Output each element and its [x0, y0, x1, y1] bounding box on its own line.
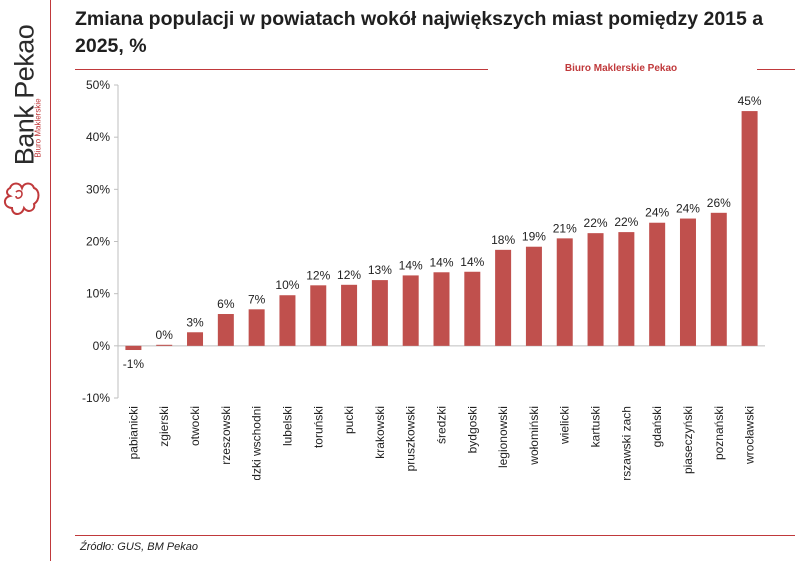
data-label: 14%	[429, 255, 453, 269]
bar	[402, 275, 419, 346]
data-label: 24%	[676, 202, 700, 216]
chart-title: Zmiana populacji w powiatach wokół najwi…	[75, 8, 764, 57]
x-tick-label: krakowski	[373, 406, 387, 459]
y-tick-label: -10%	[82, 391, 110, 405]
data-label: 45%	[738, 94, 762, 108]
data-label: 22%	[614, 215, 638, 229]
brand-block: Bank Pekao Biuro Maklerskie	[0, 0, 50, 200]
x-tick-label: zgierski	[157, 406, 171, 447]
data-label: 14%	[399, 258, 423, 272]
bar	[125, 345, 142, 351]
bar	[587, 233, 604, 346]
data-label: 22%	[584, 216, 608, 230]
bar	[710, 212, 727, 346]
data-label: 7%	[248, 292, 266, 306]
data-label: 12%	[306, 268, 330, 282]
bar	[341, 284, 358, 346]
x-tick-label: lubelski	[280, 406, 294, 446]
bar	[495, 249, 512, 346]
x-tick-label: wielicki	[558, 406, 572, 445]
y-tick-label: 10%	[86, 287, 110, 301]
y-tick-label: 30%	[86, 182, 110, 196]
data-label: 10%	[275, 278, 299, 292]
bar	[741, 111, 758, 346]
bar	[279, 295, 296, 346]
x-tick-label: pucki	[342, 406, 356, 434]
data-label: 3%	[186, 315, 204, 329]
source-note: Źródło: GUS, BM Pekao	[80, 541, 198, 553]
y-tick-label: 40%	[86, 130, 110, 144]
data-label: 26%	[707, 196, 731, 210]
x-tick-label: średzki	[435, 406, 449, 444]
y-tick-label: 20%	[86, 235, 110, 249]
x-tick-label: pruszkowski	[404, 406, 418, 471]
x-tick-label: legionowski	[496, 406, 510, 468]
data-label: 18%	[491, 233, 515, 247]
y-tick-label: 0%	[93, 339, 111, 353]
bar	[464, 271, 481, 346]
x-tick-label: warszawski zach	[619, 406, 633, 480]
bar	[556, 238, 573, 346]
x-tick-label: piaseczyński	[681, 406, 695, 474]
bar	[433, 272, 450, 346]
x-tick-label: bydgoski	[465, 406, 479, 453]
x-tick-label: kartuski	[589, 406, 603, 447]
x-tick-label: rzeszowski	[219, 406, 233, 465]
bar	[248, 309, 265, 346]
company-label: Biuro Maklerskie Pekao	[564, 63, 678, 74]
footer-rule	[75, 535, 795, 536]
header-rule-left	[75, 69, 488, 70]
bar	[156, 344, 173, 346]
x-tick-label: otwocki	[188, 406, 202, 446]
x-tick-label: łódzki wschodni	[250, 406, 264, 480]
bar	[649, 222, 666, 346]
x-tick-label: toruński	[311, 406, 325, 448]
bar	[525, 246, 542, 346]
bar	[187, 332, 204, 346]
data-label: 21%	[553, 221, 577, 235]
data-label: 12%	[337, 268, 361, 282]
bank-logo-icon	[4, 182, 40, 215]
data-label: 6%	[217, 297, 235, 311]
x-tick-label: poznański	[712, 406, 726, 460]
data-label: 24%	[645, 206, 669, 220]
data-label: -1%	[123, 357, 145, 371]
data-label: 19%	[522, 230, 546, 244]
data-label: 14%	[460, 255, 484, 269]
bar	[679, 218, 696, 346]
bar	[618, 232, 635, 346]
y-tick-label: 50%	[86, 78, 110, 92]
brand-subtitle: Biuro Maklerskie	[33, 98, 43, 158]
bar	[371, 280, 388, 346]
data-label: 13%	[368, 263, 392, 277]
sidebar-divider	[50, 0, 51, 561]
sidebar: Bank Pekao Biuro Maklerskie	[0, 0, 50, 561]
x-tick-label: gdański	[650, 406, 664, 447]
header-rule-right	[757, 69, 795, 70]
data-label: 0%	[156, 328, 174, 342]
bar	[310, 285, 327, 346]
x-tick-label: pabianicki	[126, 406, 140, 459]
x-tick-label: wołomiński	[527, 406, 541, 466]
bar-chart: 50% 40% 30% 20% 10% 0% -10% -1% pabianicki 0% zgie…	[82, 78, 765, 480]
x-tick-label: wrocławski	[743, 406, 757, 465]
bar	[217, 314, 234, 346]
